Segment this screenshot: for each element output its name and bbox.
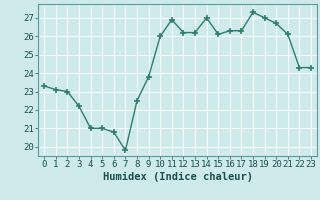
X-axis label: Humidex (Indice chaleur): Humidex (Indice chaleur) xyxy=(103,172,252,182)
